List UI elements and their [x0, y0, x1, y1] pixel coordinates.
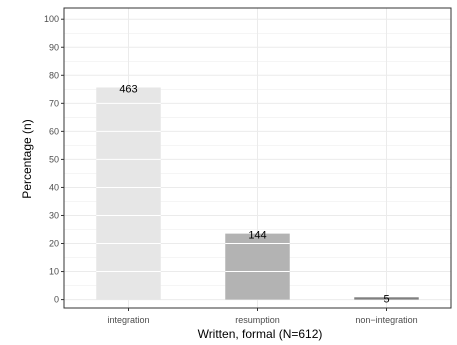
data-label: 463: [119, 83, 137, 95]
x-tick-label: integration: [107, 315, 149, 325]
y-tick-label: 100: [44, 14, 59, 24]
y-axis-ticks: 0 10 20 30 40 50 60 70 80 90 100: [44, 14, 64, 305]
y-tick-label: 50: [49, 154, 59, 164]
y-tick-label: 40: [49, 182, 59, 192]
x-axis-title: Written, formal (N=612): [198, 327, 323, 341]
y-tick-label: 60: [49, 126, 59, 136]
x-axis-ticks: integration resumption non−integration: [107, 308, 418, 325]
y-tick-label: 70: [49, 98, 59, 108]
y-tick-label: 80: [49, 70, 59, 80]
bars: [96, 87, 419, 300]
bar: [354, 297, 419, 300]
y-tick-label: 90: [49, 42, 59, 52]
data-labels: 463 144 5: [119, 83, 389, 305]
bar: [96, 87, 161, 300]
y-tick-label: 10: [49, 267, 59, 277]
y-tick-label: 0: [54, 295, 59, 305]
y-tick-label: 30: [49, 210, 59, 220]
y-axis-title: Percentage (n): [20, 119, 34, 198]
x-tick-label: non−integration: [355, 315, 417, 325]
y-tick-label: 20: [49, 239, 59, 249]
data-label: 5: [383, 293, 389, 305]
data-label: 144: [248, 230, 266, 242]
bar: [225, 233, 290, 300]
x-tick-label: resumption: [235, 315, 280, 325]
